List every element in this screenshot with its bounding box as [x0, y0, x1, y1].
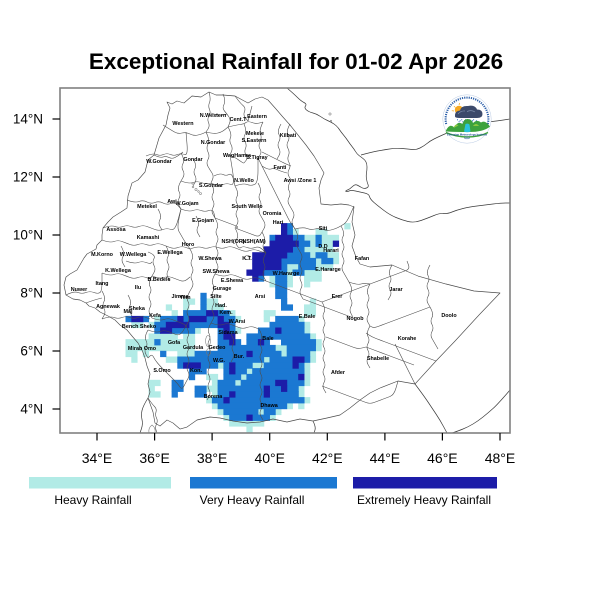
svg-text:38°E: 38°E: [197, 450, 228, 466]
svg-text:14°N: 14°N: [13, 112, 43, 127]
svg-text:Had.: Had.: [215, 303, 227, 309]
svg-text:W.Gondar: W.Gondar: [146, 159, 172, 165]
svg-text:S.Tigray: S.Tigray: [246, 155, 267, 161]
svg-text:E.Shewa: E.Shewa: [221, 278, 244, 284]
svg-text:Awsi /Zone 1: Awsi /Zone 1: [284, 178, 317, 184]
svg-text:N.Wello: N.Wello: [234, 178, 254, 184]
svg-text:Nuwer: Nuwer: [71, 287, 88, 293]
svg-text:Nogob: Nogob: [346, 316, 364, 322]
svg-text:48°E: 48°E: [485, 450, 516, 466]
svg-text:42°E: 42°E: [312, 450, 343, 466]
svg-text:Eastern: Eastern: [247, 114, 267, 120]
svg-text:Agnewak: Agnewak: [96, 304, 120, 310]
svg-text:NSH(OR): NSH(OR): [221, 239, 244, 245]
svg-text:Gardula: Gardula: [183, 345, 204, 351]
svg-text:Siti: Siti: [319, 226, 328, 232]
svg-text:10°N: 10°N: [13, 228, 43, 243]
svg-text:Kamashi: Kamashi: [137, 235, 160, 241]
svg-text:K.T.: K.T.: [242, 256, 252, 262]
svg-text:Shabelle: Shabelle: [367, 356, 389, 362]
svg-text:Western: Western: [172, 121, 193, 127]
svg-text:Cent.T: Cent.T: [230, 117, 247, 123]
svg-text:Sidama: Sidama: [218, 330, 238, 336]
svg-text:W.Arsi: W.Arsi: [229, 319, 246, 325]
svg-text:Hari: Hari: [273, 220, 284, 226]
svg-text:Doolo: Doolo: [441, 313, 457, 319]
svg-text:E.Hararge: E.Hararge: [315, 267, 340, 273]
svg-text:Metekel: Metekel: [137, 204, 157, 210]
svg-text:SW.Shewa: SW.Shewa: [203, 269, 231, 275]
svg-text:Gurage: Gurage: [213, 286, 232, 292]
svg-text:Kefa: Kefa: [149, 313, 162, 319]
svg-text:N.Western: N.Western: [200, 113, 227, 119]
svg-text:Korahe: Korahe: [398, 336, 417, 342]
svg-text:Kilbati: Kilbati: [280, 133, 297, 139]
svg-text:40°E: 40°E: [254, 450, 285, 466]
svg-text:12°N: 12°N: [13, 170, 43, 185]
svg-text:6°N: 6°N: [20, 344, 43, 359]
svg-text:Gedeo: Gedeo: [209, 345, 226, 351]
svg-text:Gofa: Gofa: [168, 340, 181, 346]
svg-text:Horo: Horo: [182, 242, 195, 248]
svg-text:Kem.: Kem.: [219, 310, 233, 316]
svg-text:Fafan: Fafan: [355, 256, 369, 262]
svg-text:Awi: Awi: [167, 199, 177, 205]
svg-text:Fanti: Fanti: [274, 165, 287, 171]
svg-text:Bench Sheko: Bench Sheko: [122, 324, 157, 330]
svg-text:44°E: 44°E: [370, 450, 401, 466]
svg-text:Jimma: Jimma: [171, 294, 189, 300]
svg-text:N.Gondar: N.Gondar: [201, 140, 226, 146]
svg-text:Dhawa: Dhawa: [260, 403, 278, 409]
svg-text:W.Gojam: W.Gojam: [175, 201, 198, 207]
svg-text:Harari: Harari: [323, 248, 339, 254]
svg-text:E.Gojam: E.Gojam: [192, 218, 214, 224]
svg-text:Bur.: Bur.: [234, 354, 245, 360]
svg-text:Mirab Omo: Mirab Omo: [128, 346, 157, 352]
svg-text:S.Eastern: S.Eastern: [242, 138, 267, 144]
svg-text:B.Bedele: B.Bedele: [147, 277, 170, 283]
svg-text:8°N: 8°N: [20, 286, 43, 301]
svg-text:Afder: Afder: [331, 370, 346, 376]
svg-text:NSH(AM): NSH(AM): [242, 239, 266, 245]
svg-text:K.Wellega: K.Wellega: [105, 268, 132, 274]
svg-text:Jarar: Jarar: [389, 287, 403, 293]
svg-text:Yem: Yem: [179, 295, 190, 301]
svg-text:W.Wellega: W.Wellega: [120, 252, 148, 258]
svg-text:4°N: 4°N: [20, 402, 43, 417]
svg-text:Assosa: Assosa: [106, 227, 126, 233]
svg-text:E.Bale: E.Bale: [299, 314, 315, 320]
svg-text:Ilu: Ilu: [135, 285, 141, 291]
svg-text:34°E: 34°E: [82, 450, 113, 466]
svg-text:Erer: Erer: [332, 294, 344, 300]
svg-text:Kon.: Kon.: [190, 368, 202, 374]
svg-text:Gondar: Gondar: [183, 157, 203, 163]
svg-text:Silte: Silte: [210, 294, 221, 300]
svg-text:Maj: Maj: [124, 309, 133, 315]
svg-text:Heavy Rainfall: Heavy Rainfall: [54, 493, 131, 507]
svg-text:M.Korno: M.Korno: [91, 252, 114, 258]
svg-text:S.Gondar: S.Gondar: [199, 183, 224, 189]
svg-text:W.Hararge: W.Hararge: [273, 271, 300, 277]
svg-text:36°E: 36°E: [139, 450, 170, 466]
svg-text:South Wello: South Wello: [231, 204, 263, 210]
svg-text:Oromia: Oromia: [263, 211, 283, 217]
svg-text:Sheka: Sheka: [129, 306, 146, 312]
svg-text:E.Wellega: E.Wellega: [157, 250, 183, 256]
svg-text:Bale: Bale: [262, 336, 273, 342]
svg-text:Mekele: Mekele: [246, 131, 264, 137]
svg-text:D.D: D.D: [318, 244, 327, 250]
svg-text:Arsi: Arsi: [255, 294, 266, 300]
svg-text:Extremely Heavy Rainfall: Extremely Heavy Rainfall: [357, 493, 491, 507]
svg-text:S.Omo: S.Omo: [153, 368, 171, 374]
svg-text:Borena: Borena: [204, 394, 224, 400]
svg-text:W.Shewa: W.Shewa: [198, 256, 222, 262]
svg-text:46°E: 46°E: [427, 450, 458, 466]
svg-text:W.G.: W.G.: [213, 358, 225, 364]
svg-text:Itang: Itang: [96, 281, 109, 287]
svg-text:Ethiopian Meteorology Institut: Ethiopian Meteorology Institute: [447, 133, 488, 137]
svg-text:WagHamra: WagHamra: [223, 153, 252, 159]
svg-text:Exceptional Rainfall for 01-02: Exceptional Rainfall for 01-02 Apr 2026: [89, 49, 503, 74]
svg-text:Very Heavy Rainfall: Very Heavy Rainfall: [200, 493, 305, 507]
